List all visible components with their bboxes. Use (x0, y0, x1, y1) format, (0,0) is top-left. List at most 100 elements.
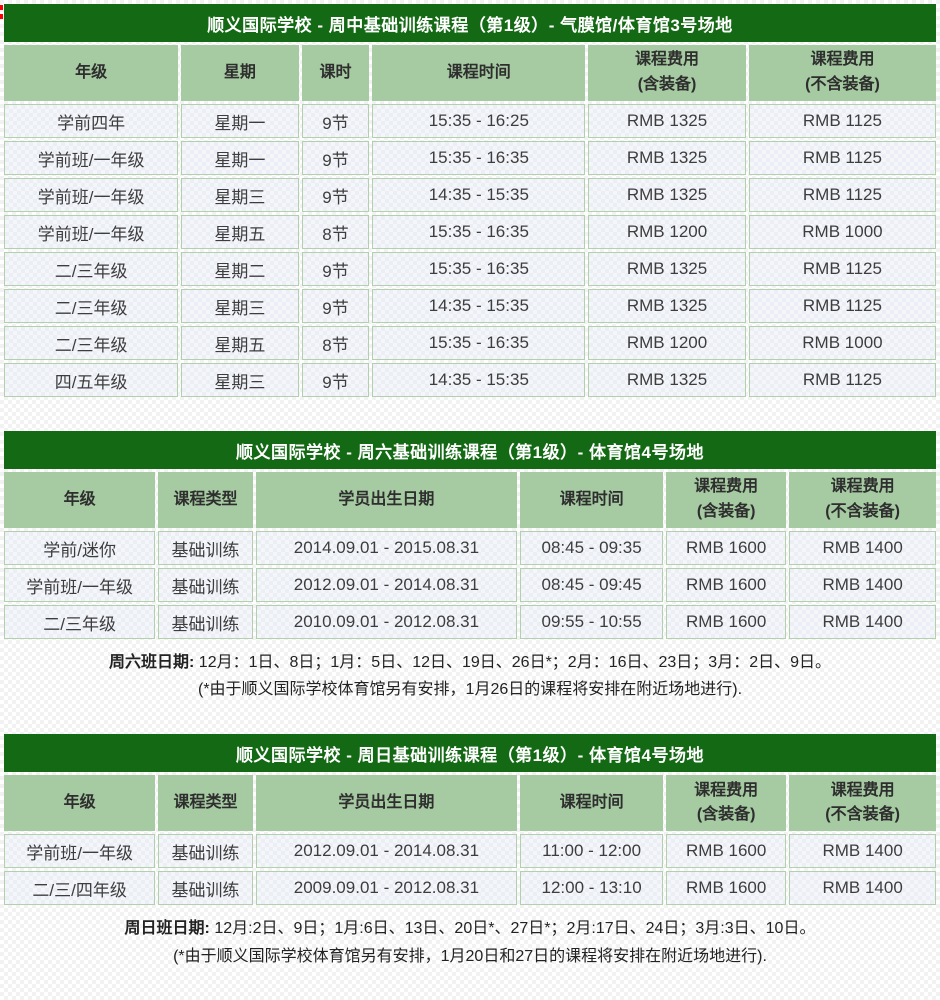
table-cell: RMB 1125 (748, 178, 936, 212)
table-cell: 14:35 - 15:35 (372, 289, 586, 323)
table-cell: 星期二 (181, 252, 299, 286)
table-cell: RMB 1400 (789, 834, 936, 869)
table-cell: RMB 1600 (666, 871, 787, 906)
table-cell: 学前班/一年级 (4, 178, 179, 212)
column-header: 课程时间 (520, 775, 664, 832)
table-row: 学前班/一年级 基础训练 2012.09.01 - 2014.08.31 08:45 … (4, 568, 936, 602)
table-row: 学前班/一年级 星期五 8节 15:35 - 16:35 RMB 1200 RMB 100… (4, 215, 936, 249)
column-header: 课程时间 (372, 45, 586, 101)
column-header: 课程类型 (158, 775, 253, 832)
table-cell: 08:45 - 09:35 (520, 531, 664, 565)
table-cell: 15:35 - 16:35 (372, 141, 586, 175)
table-row: 二/三年级 星期二 9节 15:35 - 16:35 RMB 1325 RMB 1125 (4, 252, 936, 286)
table-cell: RMB 1200 (588, 326, 746, 360)
weekday-course-table: 顺义国际学校 - 周中基础训练课程（第1级）- 气膜馆/体育馆3号场地 年级 星期… (1, 1, 939, 400)
table-cell: 二/三年级 (4, 289, 179, 323)
table-row: 二/三年级 星期三 9节 14:35 - 15:35 RMB 1325 RMB 1125 (4, 289, 936, 323)
table-cell: RMB 1125 (748, 141, 936, 175)
table-cell: 15:35 - 16:35 (372, 252, 586, 286)
table-cell: RMB 1400 (789, 605, 936, 639)
table-cell: RMB 1125 (748, 363, 936, 397)
column-header: 年级 (4, 45, 179, 101)
table-row: 学前四年 星期一 9节 15:35 - 16:25 RMB 1325 RMB 1125 (4, 104, 936, 138)
column-header: 课程费用 (含装备) (666, 472, 787, 528)
column-header: 星期 (181, 45, 299, 101)
column-header: 课程费用 (不含装备) (748, 45, 936, 101)
table-cell: RMB 1125 (748, 252, 936, 286)
spacer (0, 400, 940, 428)
column-header-row: 年级 星期 课时 课程时间 课程费用 (含装备) 课程费用 (不含装备) (4, 45, 936, 101)
table-cell: 15:35 - 16:35 (372, 215, 586, 249)
table-cell: 星期三 (181, 178, 299, 212)
table-cell: 基础训练 (158, 871, 253, 906)
table-body: 学前四年 星期一 9节 15:35 - 16:25 RMB 1325 RMB 1125 学前… (4, 104, 936, 397)
table-cell: RMB 1325 (588, 178, 746, 212)
table-row: 四/五年级 星期三 9节 14:35 - 15:35 RMB 1325 RMB 1125 (4, 363, 936, 397)
table-cell: 学前班/一年级 (4, 215, 179, 249)
table-cell: 四/五年级 (4, 363, 179, 397)
column-header: 年级 (4, 472, 156, 528)
note-dates: 12月：1日、8日；1月：5日、12日、19日、26日*；2月：16日、23日；… (198, 654, 831, 671)
table-cell: 学前四年 (4, 104, 179, 138)
table-cell: 二/三/四年级 (4, 871, 156, 906)
note-label: 周日班日期: (124, 920, 210, 938)
saturday-course-table: 顺义国际学校 - 周六基础训练课程（第1级）- 体育馆4号场地 年级 课程类型 学员… (1, 428, 939, 642)
table-title-row: 顺义国际学校 - 周中基础训练课程（第1级）- 气膜馆/体育馆3号场地 (4, 4, 936, 42)
table-title: 顺义国际学校 - 周日基础训练课程（第1级）- 体育馆4号场地 (4, 734, 936, 773)
note-remark: (*由于顺义国际学校体育馆另有安排，1月20日和27日的课程将安排在附近场地进行… (173, 947, 767, 965)
column-header-row: 年级 课程类型 学员出生日期 课程时间 课程费用 (含装备) 课程费用 (不含装备) (4, 472, 936, 528)
table-cell: RMB 1325 (588, 363, 746, 397)
table-cell: 11:00 - 12:00 (520, 834, 664, 869)
spacer (0, 703, 940, 731)
table-cell: 基础训练 (158, 605, 253, 639)
table-cell: RMB 1200 (588, 215, 746, 249)
table-cell: 9节 (301, 289, 370, 323)
table-title: 顺义国际学校 - 周中基础训练课程（第1级）- 气膜馆/体育馆3号场地 (4, 4, 936, 42)
table-cell: RMB 1325 (588, 104, 746, 138)
column-header: 年级 (4, 775, 156, 832)
table-cell: 12:00 - 13:10 (520, 871, 664, 906)
table-cell: 15:35 - 16:25 (372, 104, 586, 138)
table-cell: RMB 1325 (588, 289, 746, 323)
table-cell: 14:35 - 15:35 (372, 178, 586, 212)
table-cell: 14:35 - 15:35 (372, 363, 586, 397)
table-cell: 基础训练 (158, 568, 253, 602)
table-cell: RMB 1600 (666, 834, 787, 869)
table-cell: 9节 (301, 363, 370, 397)
table-cell: 2012.09.01 - 2014.08.31 (255, 834, 518, 869)
table-cell: RMB 1400 (789, 531, 936, 565)
table-row: 学前班/一年级 基础训练 2012.09.01 - 2014.08.31 11:00 … (4, 834, 936, 869)
table-cell: RMB 1600 (666, 568, 787, 602)
table-cell: RMB 1125 (748, 289, 936, 323)
table-cell: 星期一 (181, 104, 299, 138)
column-header: 学员出生日期 (255, 472, 518, 528)
table-cell: RMB 1125 (748, 104, 936, 138)
column-header: 课时 (301, 45, 370, 101)
table-cell: 9节 (301, 252, 370, 286)
table-cell: 星期三 (181, 363, 299, 397)
table-cell: 学前/迷你 (4, 531, 156, 565)
note-label: 周六班日期: (109, 654, 195, 671)
table-cell: 15:35 - 16:35 (372, 326, 586, 360)
column-header-row: 年级 课程类型 学员出生日期 课程时间 课程费用 (含装备) 课程费用 (不含装备) (4, 775, 936, 832)
table-body: 学前班/一年级 基础训练 2012.09.01 - 2014.08.31 11:00 … (4, 834, 936, 906)
table-cell: RMB 1400 (789, 568, 936, 602)
table-cell: RMB 1600 (666, 531, 787, 565)
table-cell: 星期五 (181, 215, 299, 249)
table-row: 二/三年级 基础训练 2010.09.01 - 2012.08.31 09:55 - … (4, 605, 936, 639)
sunday-dates-note: 周日班日期: 12月:2日、9日；1月:6日、13日、20日*、27日*；2月:… (4, 915, 936, 969)
sunday-course-table: 顺义国际学校 - 周日基础训练课程（第1级）- 体育馆4号场地 年级 课程类型 学员… (1, 731, 939, 908)
column-header: 课程费用 (不含装备) (789, 472, 936, 528)
table-row: 学前班/一年级 星期一 9节 15:35 - 16:35 RMB 1325 RMB 112… (4, 141, 936, 175)
table-cell: 2014.09.01 - 2015.08.31 (255, 531, 518, 565)
table-cell: 9节 (301, 178, 370, 212)
column-header: 课程时间 (520, 472, 664, 528)
note-dates: 12月:2日、9日；1月:6日、13日、20日*、27日*；2月:17日、24日… (214, 920, 816, 938)
table-cell: 星期三 (181, 289, 299, 323)
table-cell: 二/三年级 (4, 326, 179, 360)
table-row: 学前/迷你 基础训练 2014.09.01 - 2015.08.31 08:45 - … (4, 531, 936, 565)
table-cell: 08:45 - 09:45 (520, 568, 664, 602)
column-header: 课程费用 (含装备) (666, 775, 787, 832)
table-cell: 基础训练 (158, 531, 253, 565)
